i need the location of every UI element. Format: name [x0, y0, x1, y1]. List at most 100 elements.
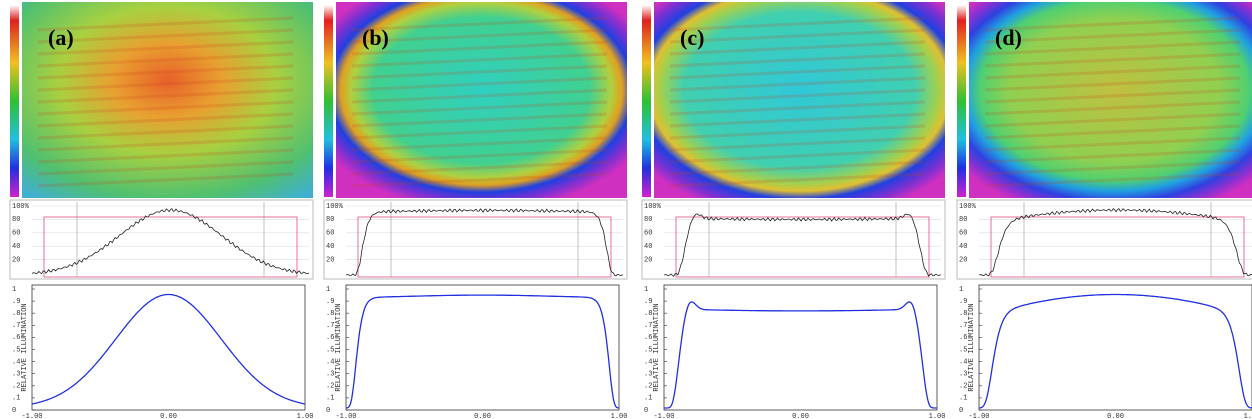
sim-ytick: .9: [326, 298, 334, 306]
fringe: [984, 64, 1241, 80]
color-bar: [324, 5, 333, 197]
sim-frame: [345, 284, 620, 411]
fringe: [37, 100, 294, 116]
sim-xtick: 0.00: [160, 413, 177, 419]
profile-tick: 40: [644, 243, 652, 251]
fringe: [37, 40, 294, 56]
sim-ytick: .2: [959, 383, 967, 391]
profile-tick: 60: [959, 230, 967, 238]
sim-ytick: .2: [644, 383, 652, 391]
sim-ytick: 1: [644, 286, 648, 294]
fringe: [984, 112, 1241, 128]
panel-label: (d): [995, 25, 1022, 50]
threshold: [675, 216, 930, 278]
sim-ytick: 1: [326, 286, 330, 294]
sim-ytick: .6: [644, 334, 652, 342]
profile-tick: 60: [326, 230, 334, 238]
sim-ytick: .9: [12, 298, 20, 306]
profile-frame: [9, 199, 314, 280]
sim-ytick: 1: [959, 286, 963, 294]
sim-ytick: .1: [12, 395, 20, 403]
sim-ytick: .8: [644, 310, 652, 318]
profile-frame: [641, 199, 946, 280]
sim-ytick: .1: [326, 395, 334, 403]
profile-tick: 100%: [326, 203, 344, 211]
fringe: [984, 124, 1241, 140]
sim-frame: [663, 284, 938, 411]
threshold: [990, 216, 1245, 278]
sim-ylabel: RELATIVE ILLUMINATION: [968, 303, 976, 391]
sim-ytick: 0: [326, 407, 330, 415]
heatmap: [969, 2, 1252, 198]
fringe: [669, 124, 926, 140]
fringe: [669, 88, 926, 104]
heatmap: [654, 2, 945, 198]
fringe: [669, 16, 926, 32]
sim-ylabel: RELATIVE ILLUMINATION: [21, 303, 29, 391]
fringe: [669, 136, 926, 152]
sim-ytick: .7: [959, 322, 967, 330]
sim-ytick: 0: [12, 407, 16, 415]
sim-ytick: .1: [959, 395, 967, 403]
fringe: [984, 148, 1241, 164]
sim-xtick: -1.00: [21, 413, 42, 419]
panel-label: (b): [362, 25, 389, 50]
sim-ytick: .4: [12, 358, 20, 366]
sim-ytick: 0: [959, 407, 963, 415]
sim-xtick: 0.00: [1107, 413, 1124, 419]
sim-ytick: .6: [12, 334, 20, 342]
fringe: [669, 40, 926, 56]
fringe: [351, 100, 608, 116]
profile-tick: 20: [959, 256, 967, 264]
fringe: [37, 88, 294, 104]
fringe: [669, 160, 926, 176]
sim-xtick: 1.00: [611, 413, 628, 419]
fringe: [984, 172, 1241, 188]
fringe: [37, 136, 294, 152]
profile-tick: 100%: [644, 203, 662, 211]
simulated-profile: [978, 293, 1252, 409]
sim-ytick: .5: [644, 346, 652, 354]
heatmap: [336, 2, 627, 198]
sim-ytick: .5: [959, 346, 967, 354]
fringe: [37, 148, 294, 164]
sim-ytick: .6: [959, 334, 967, 342]
fringe: [669, 28, 926, 44]
threshold: [43, 216, 298, 278]
fringe: [984, 100, 1241, 116]
profile-tick: 60: [644, 230, 652, 238]
sim-ytick: .3: [959, 371, 967, 379]
simulated-profile: [664, 301, 937, 409]
fringe: [351, 112, 608, 128]
profile-tick: 60: [12, 230, 20, 238]
fringe: [351, 40, 608, 56]
profile-tick: 40: [12, 243, 20, 251]
panel-label: (a): [48, 25, 74, 50]
sim-ytick: .8: [326, 310, 334, 318]
sim-ytick: .3: [326, 371, 334, 379]
profile-tick: 40: [326, 243, 334, 251]
sim-ytick: .4: [959, 358, 967, 366]
sim-frame: [31, 284, 306, 411]
color-bar: [642, 5, 651, 197]
sim-xtick: -1.00: [335, 413, 356, 419]
sim-ytick: .2: [12, 383, 20, 391]
sim-xtick: 1.00: [929, 413, 946, 419]
profile-tick: 80: [326, 216, 334, 224]
profile-tick: 100%: [12, 203, 30, 211]
sim-ytick: .2: [326, 383, 334, 391]
fringe: [351, 160, 608, 176]
fringe: [669, 112, 926, 128]
panel-label: (c): [680, 25, 704, 50]
fringe: [37, 112, 294, 128]
fringe: [984, 88, 1241, 104]
profile-tick: 20: [12, 256, 20, 264]
measured-profile: [663, 213, 942, 277]
sim-xtick: 0.00: [474, 413, 491, 419]
sim-xtick: -1.00: [653, 413, 674, 419]
fringe: [984, 52, 1241, 68]
fringe: [37, 160, 294, 176]
sim-xtick: -1.00: [968, 413, 989, 419]
sim-ytick: .3: [644, 371, 652, 379]
fringe: [669, 172, 926, 188]
